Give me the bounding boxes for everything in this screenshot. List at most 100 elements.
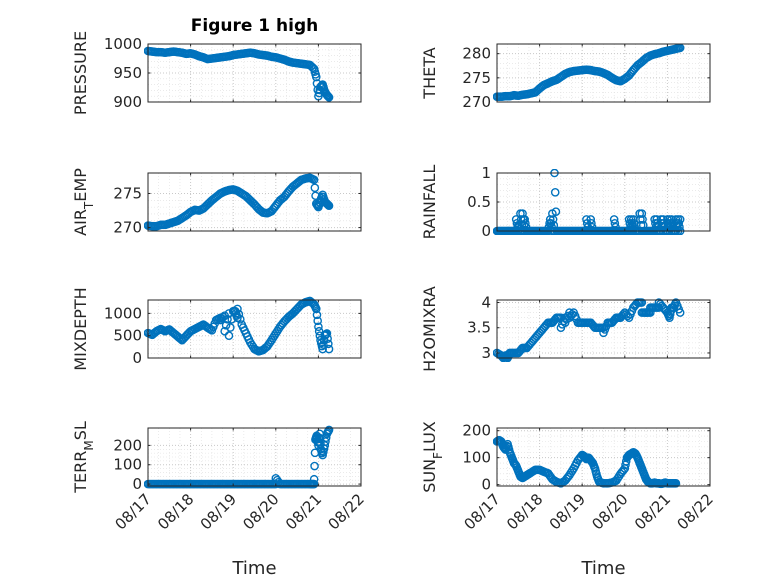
x-axis-label: Time [231, 558, 276, 579]
data-points [144, 173, 334, 231]
data-point [313, 316, 322, 326]
y-tick-label: 1 [481, 164, 491, 182]
data-point [272, 199, 282, 209]
axes-box [147, 427, 362, 487]
data-point [532, 331, 542, 341]
data-point [674, 43, 684, 53]
y-axis-label: PRESSURE [71, 31, 90, 115]
data-point [518, 209, 527, 218]
data-point [621, 460, 630, 470]
data-points [493, 43, 685, 101]
data-point [664, 311, 674, 321]
data-point [536, 326, 546, 336]
y-axis-label-text: SL [71, 421, 90, 440]
subplot-4: 0 0.5 1 RAINFALL [420, 164, 711, 240]
y-tick-label: 275 [113, 184, 142, 202]
y-tick-label: 0 [132, 349, 142, 367]
data-point [640, 308, 649, 317]
y-axis-label: TERRMSL [71, 421, 96, 494]
data-point [218, 312, 228, 322]
data-point [324, 339, 333, 349]
data-point [197, 320, 207, 330]
chart-title: Figure 1 high [191, 16, 319, 36]
y-tick-label: 900 [113, 93, 142, 111]
subplot-5: 0 500 1000 MIXDEPTH [71, 287, 362, 371]
data-point [317, 448, 327, 458]
data-point [214, 314, 224, 323]
data-point [224, 331, 234, 340]
data-point [638, 215, 647, 224]
data-point [235, 315, 245, 324]
y-tick-label: 950 [113, 64, 142, 82]
data-point [221, 320, 231, 330]
y-tick-label: 0 [132, 475, 142, 493]
data-point [281, 190, 291, 200]
data-point [609, 215, 619, 224]
y-tick-label: 1000 [104, 35, 142, 53]
y-tick-label: 1000 [104, 304, 142, 322]
data-point [545, 470, 554, 480]
y-axis-label-text: LUX [420, 421, 439, 452]
y-axis-label: THETA [420, 47, 439, 99]
data-point [308, 174, 318, 184]
data-points [144, 296, 334, 356]
y-axis-label: AIRTEMP [71, 168, 96, 236]
y-tick-label: 275 [462, 69, 491, 87]
subplot-6: 3 3.5 4 H2OMIXRA [420, 286, 711, 372]
data-point [174, 333, 184, 343]
data-point [637, 209, 647, 218]
axes-box [496, 43, 711, 103]
y-tick-label: 4 [481, 294, 491, 312]
y-axis-label-text: AIR [71, 209, 90, 236]
y-axis-label: SUNFLUX [420, 421, 445, 493]
y-tick-label: 0 [481, 222, 491, 240]
data-point [674, 218, 684, 228]
data-points [144, 46, 334, 102]
y-tick-label: 3.5 [467, 319, 491, 337]
data-point [619, 465, 628, 475]
data-point [234, 309, 244, 319]
data-point [621, 456, 631, 466]
y-axis-label: MIXDEPTH [71, 287, 90, 370]
y-axis-label: H2OMIXRA [420, 286, 439, 372]
data-point [314, 326, 324, 336]
y-axis-label-subscript: T [82, 201, 96, 210]
y-tick-label: 100 [462, 449, 491, 467]
data-point [656, 299, 665, 309]
data-point [277, 320, 286, 330]
y-axis-label-text: H2OMIXRA [420, 286, 439, 372]
data-point [285, 185, 295, 195]
data-point [319, 447, 328, 457]
data-point [321, 198, 331, 208]
data-point [670, 479, 680, 488]
data-points [493, 298, 685, 362]
data-point [268, 205, 278, 214]
data-point [314, 322, 323, 332]
data-point [312, 310, 322, 320]
data-point [289, 307, 299, 317]
y-axis-label-text: TERR [71, 451, 90, 494]
data-point [179, 334, 188, 343]
y-axis-label-text: MIXDEPTH [71, 287, 90, 370]
data-point [626, 69, 635, 78]
data-point [550, 188, 560, 197]
data-points [144, 425, 334, 489]
y-axis-label-text: RAINFALL [420, 165, 439, 240]
y-axis-label: RAINFALL [420, 165, 439, 240]
y-axis-label-subscript: M [82, 440, 96, 450]
axes-box [496, 299, 711, 359]
data-point [324, 92, 333, 101]
y-tick-label: 0.5 [467, 193, 491, 211]
data-point [217, 314, 227, 323]
data-point [260, 344, 269, 354]
data-point [323, 334, 332, 343]
y-tick-label: 0 [481, 476, 491, 494]
data-point [226, 323, 235, 332]
data-point [176, 334, 185, 344]
y-axis-label-text: EMP [71, 168, 90, 202]
data-point [310, 183, 320, 193]
data-point [617, 311, 627, 321]
y-tick-label: 3 [481, 344, 491, 362]
y-tick-label: 280 [462, 45, 491, 63]
y-axis-label-text: THETA [420, 47, 439, 99]
